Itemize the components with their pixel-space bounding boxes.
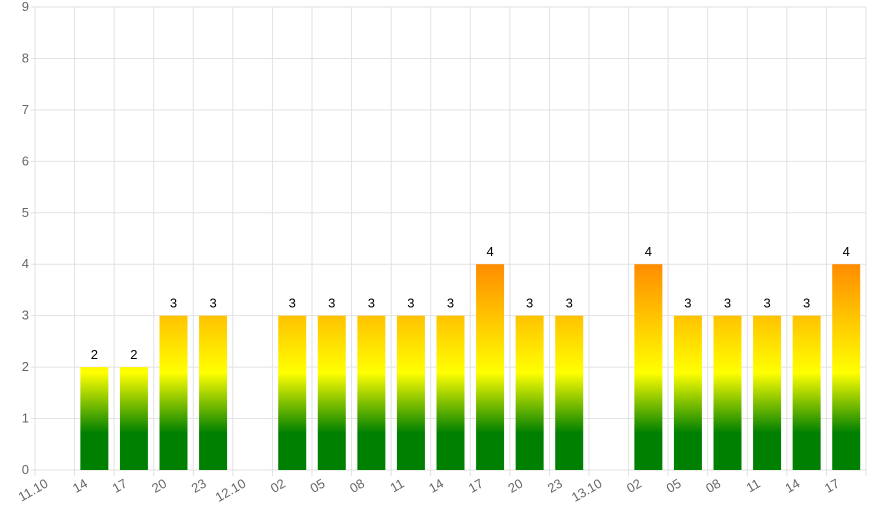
bar (436, 315, 465, 470)
bar (357, 315, 386, 470)
x-tick-label: 17 (822, 476, 842, 496)
value-label: 3 (368, 296, 375, 311)
x-tick-label: 11 (387, 476, 406, 496)
x-tick-label: 11.10 (16, 476, 51, 505)
x-tick-label: 02 (624, 476, 644, 496)
value-label: 3 (407, 296, 414, 311)
value-label: 3 (724, 296, 731, 311)
y-tick-label: 5 (22, 205, 29, 220)
x-tick-label: 17 (110, 476, 130, 496)
y-tick-label: 9 (22, 0, 29, 14)
x-tick-label: 14 (426, 476, 446, 496)
x-tick-label: 02 (268, 476, 288, 496)
x-tick-label: 05 (307, 476, 327, 496)
y-tick-label: 6 (22, 153, 29, 168)
bar (713, 315, 742, 470)
x-tick-label: 23 (189, 476, 209, 496)
bar (317, 315, 346, 470)
value-label: 2 (130, 347, 137, 362)
x-tick-label: 23 (545, 476, 565, 496)
y-tick-label: 1 (22, 411, 29, 426)
value-label: 3 (328, 296, 335, 311)
bar (476, 264, 505, 470)
value-label: 2 (91, 347, 98, 362)
bar (396, 315, 425, 470)
bar (634, 264, 663, 470)
bar (80, 367, 109, 470)
bar (278, 315, 307, 470)
value-label: 3 (763, 296, 770, 311)
y-tick-label: 0 (22, 462, 29, 477)
y-tick-label: 7 (22, 102, 29, 117)
y-tick-label: 8 (22, 50, 29, 65)
x-tick-label: 12.10 (213, 476, 249, 505)
bar (119, 367, 148, 470)
value-label: 3 (566, 296, 573, 311)
value-label: 3 (209, 296, 216, 311)
bar (832, 264, 861, 470)
x-tick-label: 20 (505, 476, 525, 496)
value-label: 3 (803, 296, 810, 311)
x-tick-label: 13.10 (569, 476, 605, 505)
value-label: 3 (289, 296, 296, 311)
y-tick-label: 2 (22, 359, 29, 374)
x-tick-label: 08 (347, 476, 367, 496)
y-tick-label: 3 (22, 308, 29, 323)
x-tick-label: 14 (70, 476, 90, 496)
value-label: 3 (170, 296, 177, 311)
x-tick-label: 05 (664, 476, 684, 496)
y-tick-label: 4 (22, 256, 29, 271)
bar (515, 315, 544, 470)
bar (555, 315, 584, 470)
value-label: 4 (843, 244, 850, 259)
value-label: 3 (526, 296, 533, 311)
value-label: 4 (486, 244, 493, 259)
x-tick-label: 14 (782, 476, 802, 496)
x-tick-label: 20 (149, 476, 169, 496)
bar (673, 315, 702, 470)
value-label: 4 (645, 244, 652, 259)
x-tick-label: 17 (466, 476, 486, 496)
bar (753, 315, 782, 470)
bar (199, 315, 228, 470)
value-label: 3 (447, 296, 454, 311)
x-tick-label: 08 (703, 476, 723, 496)
value-label: 3 (684, 296, 691, 311)
x-tick-label: 11 (744, 476, 763, 496)
bar (792, 315, 821, 470)
bar (159, 315, 188, 470)
